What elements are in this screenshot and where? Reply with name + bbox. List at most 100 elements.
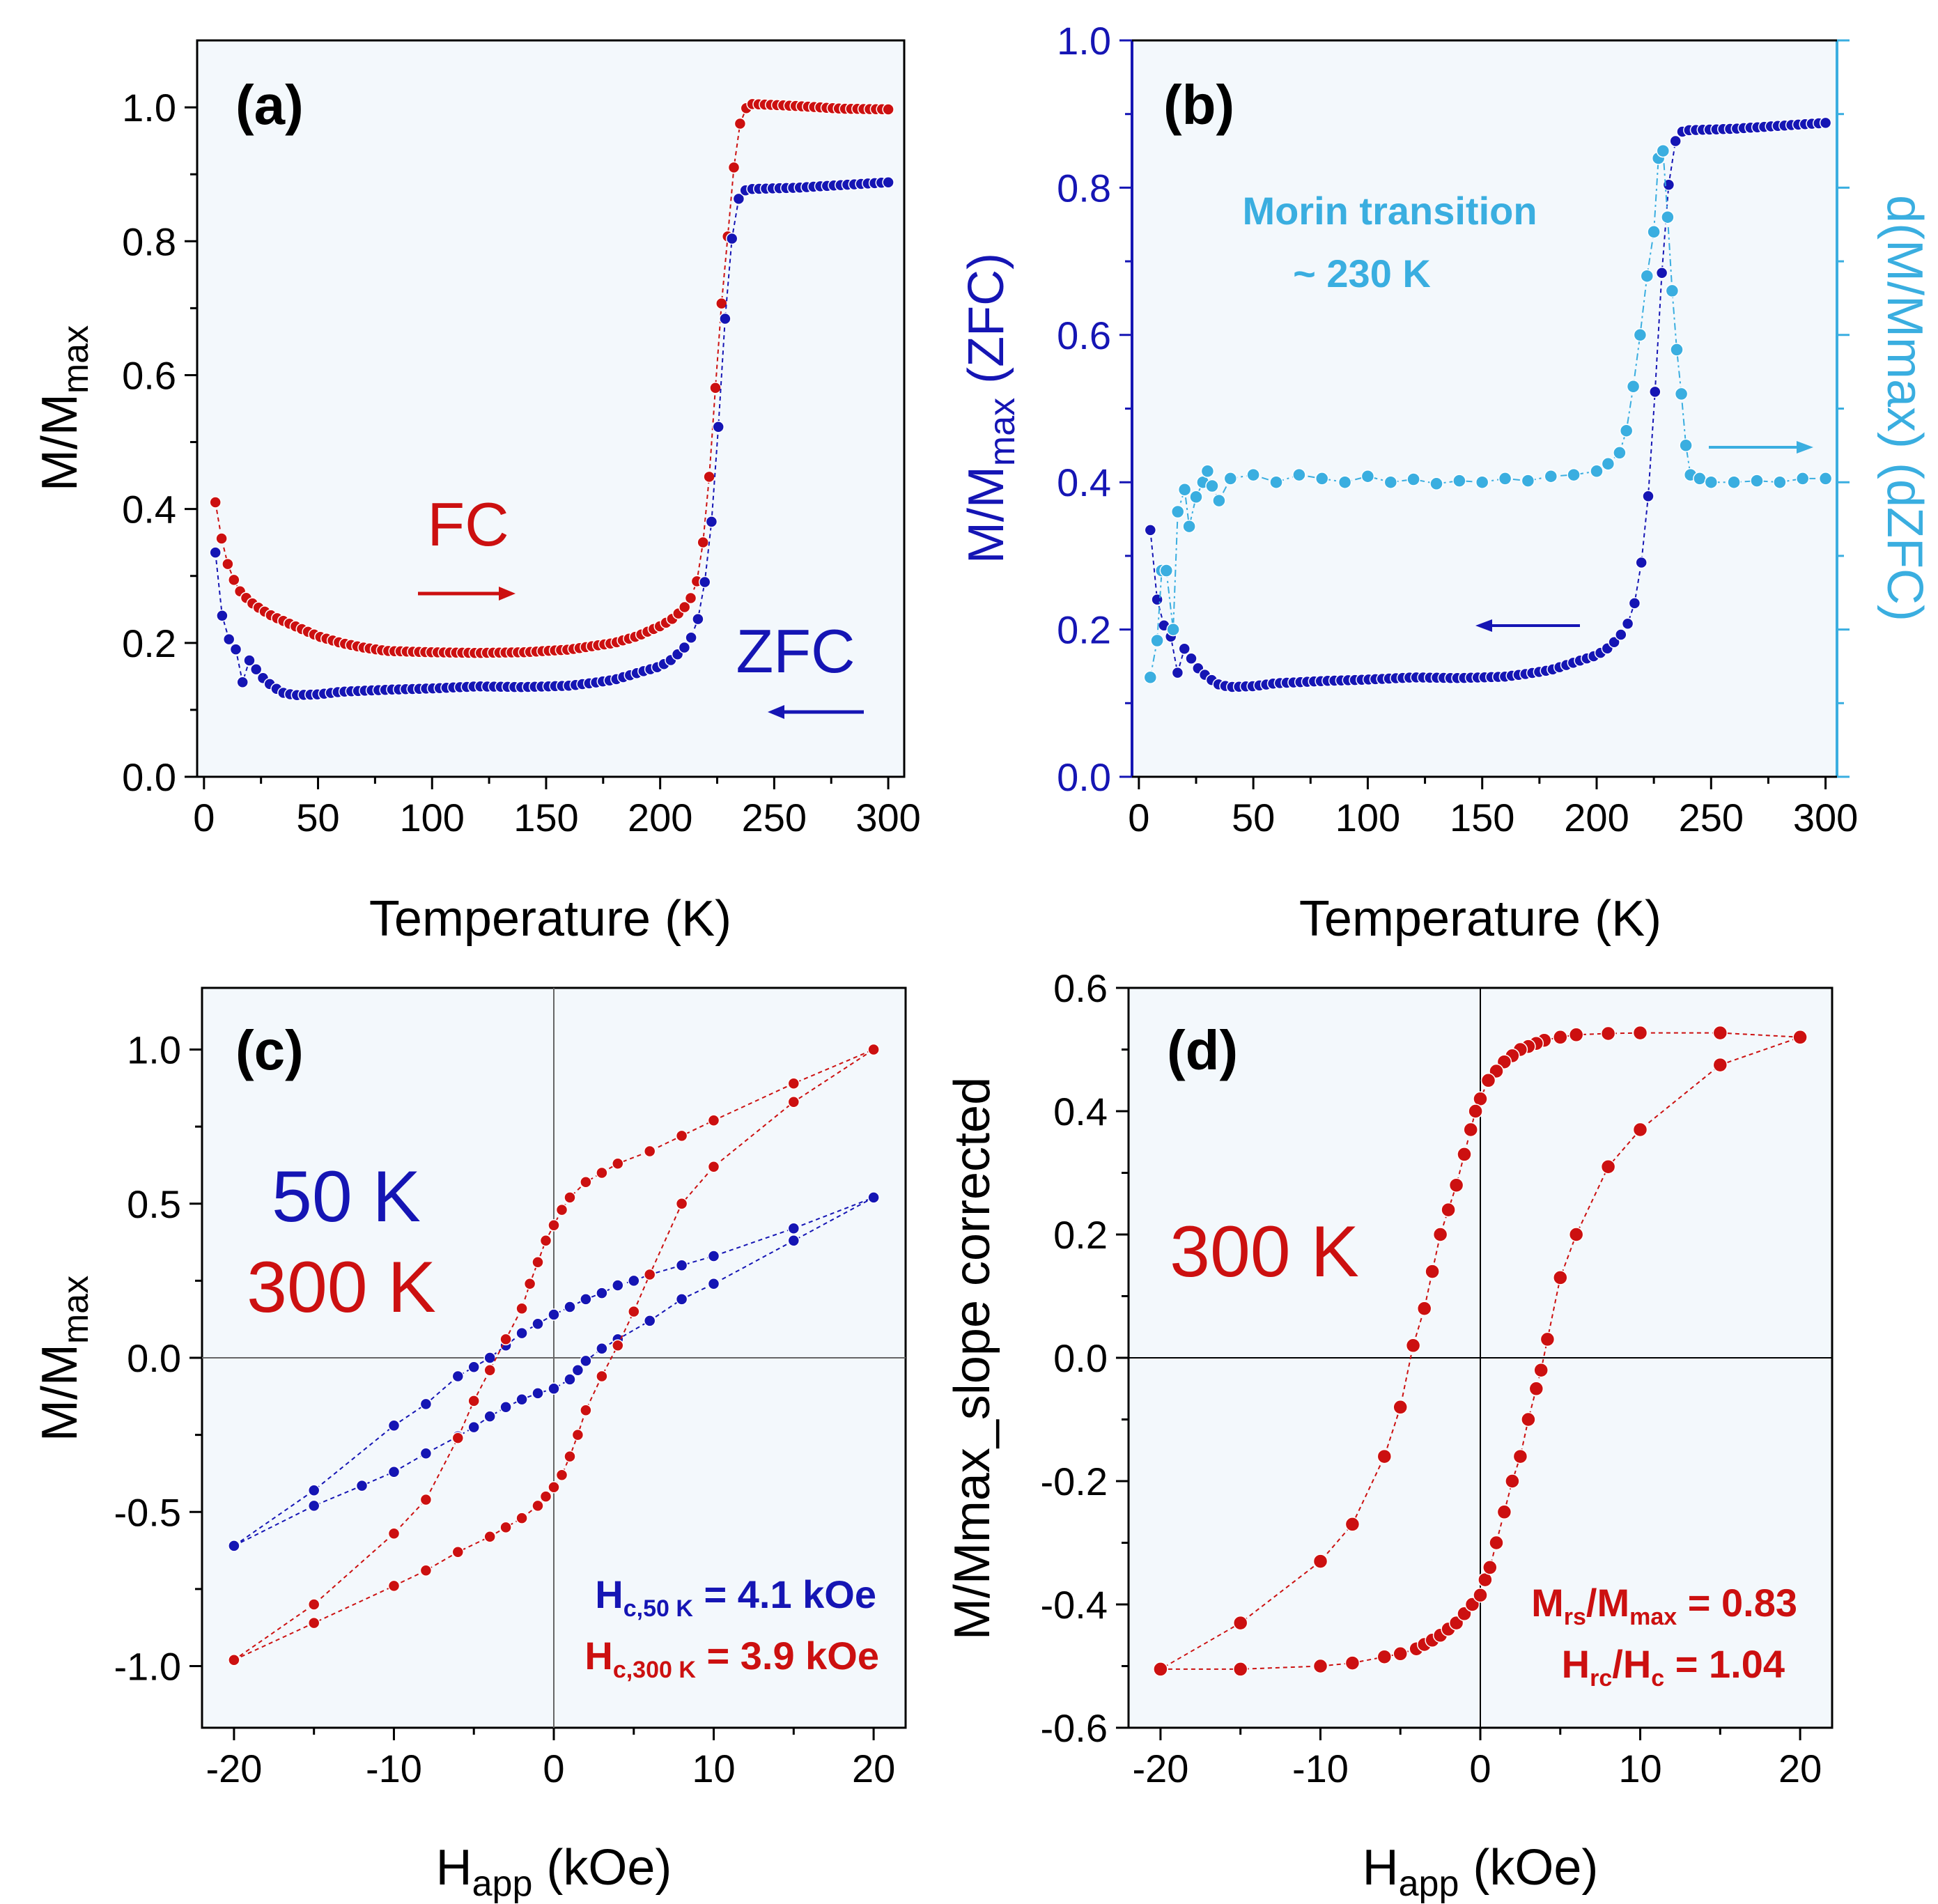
data-point-blue [467,1361,480,1374]
data-point-red [727,161,741,174]
data-point-red [1712,1025,1728,1041]
data-point-red [1792,1030,1808,1045]
data-point-cyan [1383,475,1398,489]
x-tick-label: 20 [1778,1747,1822,1790]
data-point-blue [1649,385,1661,398]
data-point-red [707,1114,720,1127]
data-point-blue [1608,635,1620,649]
data-point-cyan [1177,483,1192,497]
x-tick-label: 150 [513,796,578,839]
panel-label: (a) [235,74,304,136]
x-tick-label: 0 [543,1747,564,1790]
data-point-red [555,1469,568,1481]
data-point-blue [532,1387,544,1400]
data-point-blue [483,1352,496,1364]
label-300k: 300 K [247,1247,436,1328]
data-point-red [515,1302,528,1315]
data-point-red [1712,1057,1728,1073]
data-point-cyan [1143,670,1158,685]
data-point-cyan [1795,472,1810,486]
data-point-blue [387,1419,401,1432]
data-point-blue [1621,617,1634,630]
data-point-red [387,1527,401,1540]
data-point-red [571,1428,584,1441]
data-point-blue [675,1293,688,1306]
data-point-blue [685,631,697,644]
panel-label: (d) [1167,1019,1238,1081]
data-point-blue [419,1398,433,1411]
x-tick-label: 10 [692,1747,735,1790]
data-point-red [612,1157,624,1170]
data-point-blue [532,1317,544,1331]
data-point-blue [1635,556,1648,569]
data-point-red [1232,1615,1248,1631]
y-tick-label: -1.0 [114,1645,182,1689]
data-point-blue [249,663,263,676]
data-point-red [707,1160,720,1173]
data-point-cyan [1189,490,1203,504]
data-point-blue [1669,134,1682,148]
data-point-blue [564,1373,576,1386]
data-point-red [548,1481,560,1494]
data-point-blue [1655,267,1668,279]
data-point-cyan [1159,564,1174,578]
data-point-cyan [1647,225,1661,239]
data-point-red [1600,1025,1616,1042]
data-point-blue [1642,490,1654,503]
data-point-blue [515,1393,528,1406]
fc-arrow [418,587,515,601]
data-points [1143,116,1833,693]
data-point-blue [1144,524,1157,536]
data-point-red [1512,1448,1528,1464]
x-tick-label: -10 [1292,1747,1349,1790]
hrc-annotation: Hrc/Hc = 1.04 [1562,1642,1785,1692]
axis-ticks: 0 50 100 150 200 250 300 0.0 0.2 0.4 0.6 0.8 1.0 [1057,19,1858,839]
data-point-cyan [1498,472,1512,486]
data-point-red [1432,1227,1448,1242]
data-point-red [467,1395,480,1407]
data-point-blue [698,575,711,589]
data-point-red [1482,1560,1498,1575]
data-point-cyan [1338,475,1352,489]
data-point-cyan [1656,144,1670,158]
data-point-red [643,1145,656,1158]
data-point-red [1312,1554,1328,1569]
data-point-red [628,1305,640,1318]
zfc-annotation: ZFC [736,617,855,686]
data-point-red [1632,1025,1648,1041]
data-point-blue [678,641,691,654]
x-tick-label: 200 [628,796,692,839]
data-point-blue [216,610,228,622]
x-tick-label: -10 [366,1747,422,1790]
data-point-red [532,1499,544,1512]
morin-temperature: ~ 230 K [1293,251,1431,295]
data-point-red [1232,1662,1248,1677]
data-point-red [1521,1411,1536,1427]
data-point-blue [228,1540,240,1552]
data-point-red [564,1450,576,1463]
x-tick-label: 20 [852,1747,895,1790]
data-point-blue [692,612,704,626]
data-point-red [1393,1646,1408,1662]
y-tick-label: 0.4 [122,488,176,532]
plot-area [1132,40,1837,777]
data-point-blue [467,1421,480,1434]
data-point-cyan [1521,474,1535,488]
data-point-red [709,381,722,394]
data-point-red [1600,1159,1616,1175]
data-point-blue [787,1222,800,1234]
data-point-blue [675,1259,688,1272]
data-point-cyan [1292,467,1306,482]
data-point-red [1568,1227,1584,1242]
data-point-cyan [1170,504,1185,519]
data-points [209,98,894,702]
data-point-blue [564,1301,576,1313]
data-point-blue [643,1315,656,1327]
data-point-cyan [1818,472,1833,486]
data-point-blue [1185,652,1197,665]
panel-label: (c) [235,1019,304,1081]
mrs-annotation: Mrs/Mmax = 0.83 [1531,1581,1797,1630]
y-tick-label: -0.2 [1041,1460,1108,1503]
axis-ticks: -20 -10 0 10 20 -1.0 -0.5 0.0 0.5 1.0 [114,1028,896,1791]
